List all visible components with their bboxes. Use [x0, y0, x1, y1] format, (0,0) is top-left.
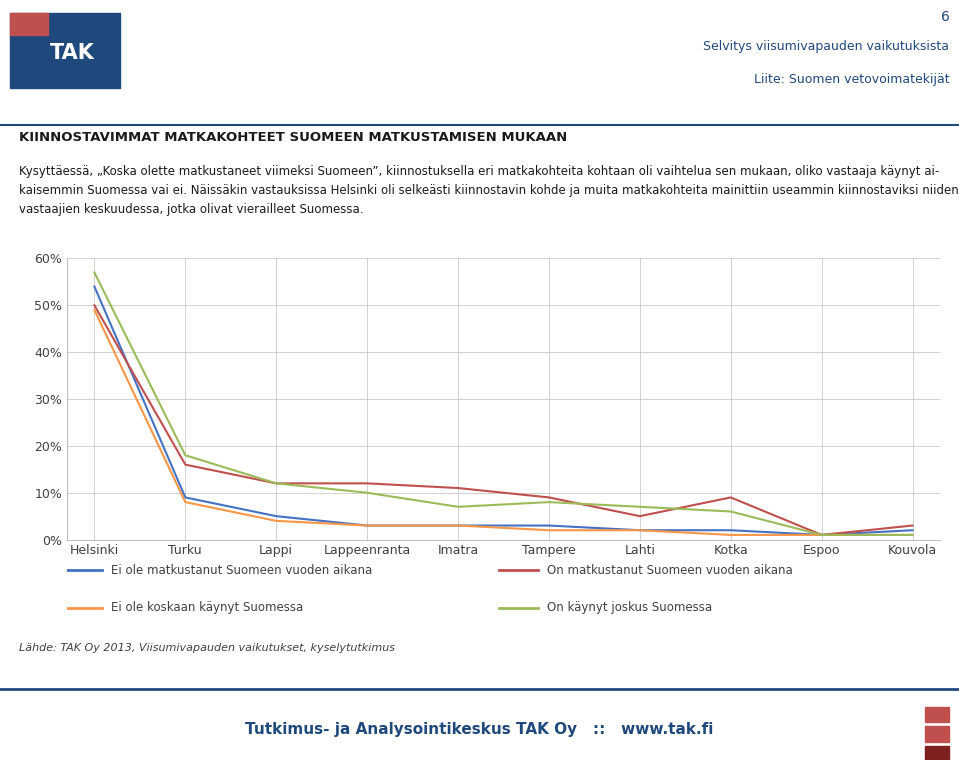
Text: KIINNOSTAVIMMAT MATKAKOHTEET SUOMEEN MATKUSTAMISEN MUKAAN: KIINNOSTAVIMMAT MATKAKOHTEET SUOMEEN MAT…: [19, 131, 568, 144]
Bar: [10, 12, 120, 87]
Bar: [925, 746, 949, 760]
Text: Ei ole matkustanut Suomeen vuoden aikana: Ei ole matkustanut Suomeen vuoden aikana: [111, 563, 372, 577]
Text: Selvitys viisumivapauden vaikutuksista: Selvitys viisumivapauden vaikutuksista: [703, 40, 949, 53]
Text: Tutkimus- ja Analysointikeskus TAK Oy   ::   www.tak.fi: Tutkimus- ja Analysointikeskus TAK Oy ::…: [246, 722, 713, 736]
Text: Ei ole koskaan käynyt Suomessa: Ei ole koskaan käynyt Suomessa: [111, 601, 303, 615]
Text: Liite: Suomen vetovoimatekijät: Liite: Suomen vetovoimatekijät: [754, 73, 949, 86]
Bar: [925, 727, 949, 742]
Text: Lähde: TAK Oy 2013, Viisumivapauden vaikutukset, kyselytutkimus: Lähde: TAK Oy 2013, Viisumivapauden vaik…: [19, 643, 395, 653]
Text: On matkustanut Suomeen vuoden aikana: On matkustanut Suomeen vuoden aikana: [547, 563, 793, 577]
Text: 6: 6: [941, 10, 949, 24]
Text: Kysyttäessä, „Koska olette matkustaneet viimeksi Suomeen”, kiinnostuksella eri m: Kysyttäessä, „Koska olette matkustaneet …: [19, 165, 959, 216]
Text: On käynyt joskus Suomessa: On käynyt joskus Suomessa: [547, 601, 713, 615]
Bar: [10, 12, 48, 35]
Bar: [925, 708, 949, 722]
Text: TAK: TAK: [50, 43, 94, 62]
